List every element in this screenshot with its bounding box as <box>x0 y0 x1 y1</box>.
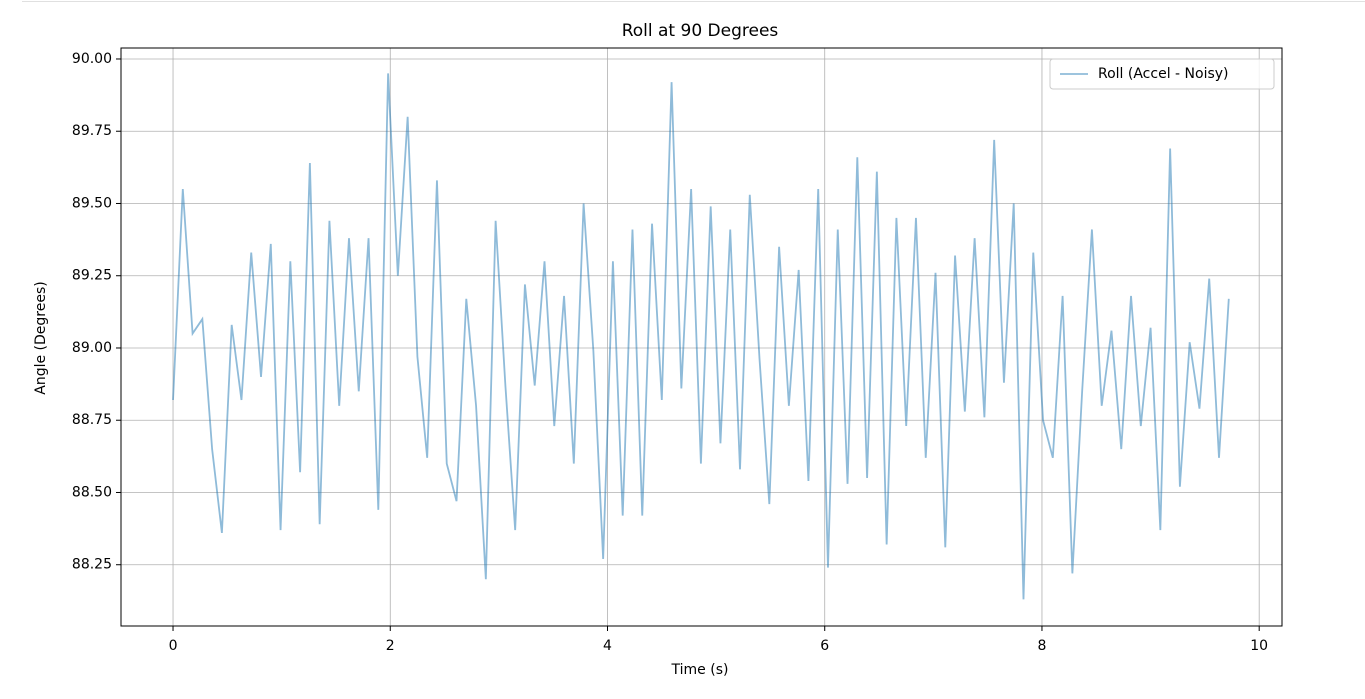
y-tick-label: 89.75 <box>72 123 112 139</box>
y-tick-label: 88.25 <box>72 557 112 573</box>
plot-frame <box>120 47 1283 627</box>
legend-label: Roll (Accel - Noisy) <box>1098 66 1229 82</box>
y-tick-label: 89.25 <box>72 268 112 284</box>
y-tick-label: 89.00 <box>72 340 112 356</box>
y-tick-label: 90.00 <box>72 51 112 67</box>
x-tick-label: 8 <box>1037 638 1046 654</box>
y-axis-label: Angle (Degrees) <box>33 281 49 394</box>
data-line <box>172 73 1230 600</box>
x-tick-label: 10 <box>1250 638 1268 654</box>
x-tick-label: 6 <box>820 638 829 654</box>
x-tick-label: 4 <box>603 638 612 654</box>
legend-box <box>1049 58 1275 90</box>
y-tick-label: 88.50 <box>72 484 112 500</box>
x-axis-label: Time (s) <box>671 662 729 678</box>
chart-title: Roll at 90 Degrees <box>622 21 779 41</box>
x-tick-label: 2 <box>386 638 395 654</box>
y-tick-label: 89.50 <box>72 195 112 211</box>
x-tick-label: 0 <box>169 638 178 654</box>
y-tick-label: 88.75 <box>72 412 112 428</box>
